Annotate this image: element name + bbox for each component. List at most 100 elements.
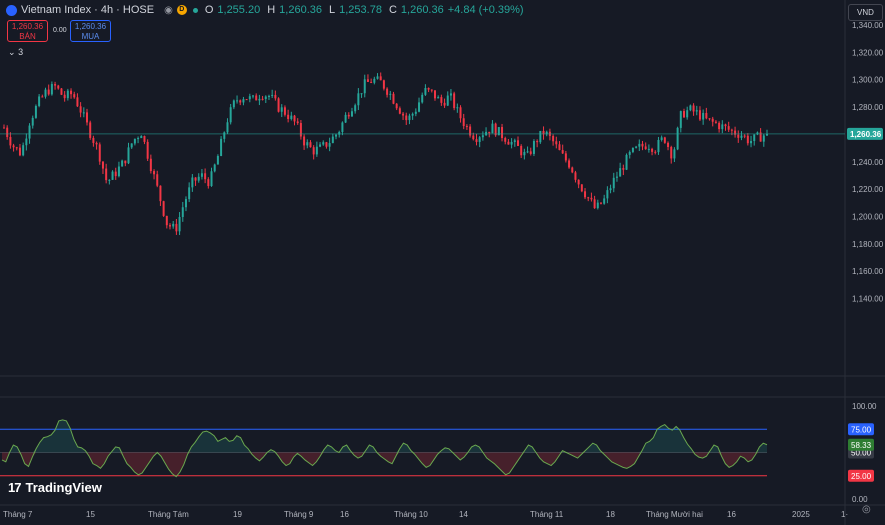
- candle-body: [711, 118, 714, 122]
- candle-body: [606, 190, 609, 199]
- candle-body: [140, 136, 143, 139]
- candle-body: [475, 139, 478, 142]
- candle-body: [267, 95, 270, 97]
- candle-body: [753, 134, 756, 142]
- candle-body: [552, 135, 555, 142]
- low-value: 1,253.78: [339, 4, 382, 16]
- candle-body: [44, 89, 47, 97]
- price-tick-label: 1,220.00: [852, 185, 884, 194]
- candle-body: [127, 147, 130, 164]
- candle-body: [488, 131, 491, 134]
- candle-body: [682, 111, 685, 118]
- buy-price: 1,260.36: [74, 22, 107, 31]
- candle-body: [599, 202, 602, 204]
- candle-body: [743, 135, 746, 137]
- candle-body: [3, 127, 5, 129]
- rsi-line: [1, 419, 768, 478]
- candle-body: [197, 176, 200, 181]
- low-label: L: [329, 4, 336, 16]
- interval-badge: D: [176, 5, 187, 15]
- candle-body: [545, 131, 548, 135]
- candle-body: [459, 107, 462, 119]
- candle-body: [625, 154, 628, 170]
- rsi-overbought-fill: [2, 419, 767, 453]
- time-tick-label: 2025: [792, 510, 810, 519]
- candle-body: [335, 134, 338, 137]
- candle-body: [370, 81, 373, 83]
- candle-body: [564, 153, 567, 161]
- candle-body: [619, 168, 622, 177]
- candle-body: [117, 166, 120, 177]
- candle-body: [418, 102, 421, 112]
- candle-body: [66, 90, 69, 99]
- candle-body: [146, 141, 149, 159]
- market-status-dot-icon: [192, 7, 198, 13]
- candle-body: [612, 177, 615, 189]
- candle-body: [242, 99, 245, 103]
- candle-body: [331, 136, 334, 144]
- rsi-tick-label: 0.00: [852, 495, 868, 504]
- time-tick-label: Tháng 11: [530, 510, 564, 519]
- candle-body: [568, 160, 571, 168]
- candle-body: [389, 93, 392, 95]
- candle-body: [651, 148, 654, 152]
- candle-body: [92, 137, 95, 143]
- candle-body: [536, 141, 539, 143]
- candle-body: [529, 151, 532, 154]
- candle-body: [226, 122, 229, 133]
- candle-body: [271, 94, 274, 96]
- buy-button[interactable]: 1,260.36 MUA: [70, 20, 111, 42]
- candle-body: [15, 147, 18, 149]
- candle-body: [679, 111, 682, 128]
- candle-body: [402, 113, 405, 116]
- candle-body: [28, 125, 31, 139]
- time-tick-label: 18: [606, 510, 615, 519]
- currency-selector[interactable]: VND: [848, 4, 883, 21]
- candle-body: [539, 130, 542, 143]
- settings-gear-icon[interactable]: ◎: [862, 504, 871, 515]
- tradingview-logo[interactable]: 17 TradingView: [8, 480, 102, 495]
- symbol-title[interactable]: Vietnam Index · 4h · HOSE: [21, 4, 155, 16]
- candle-body: [714, 121, 717, 123]
- candle-body: [82, 112, 85, 114]
- candle-body: [50, 84, 53, 95]
- candle-body: [663, 137, 666, 143]
- candle-body: [727, 126, 730, 130]
- time-tick-label: 16: [340, 510, 349, 519]
- sell-button[interactable]: 1,260.36 BÁN: [7, 20, 48, 42]
- price-tick-label: 1,320.00: [852, 48, 884, 57]
- candle-body: [408, 115, 411, 121]
- candle-body: [481, 135, 484, 138]
- candle-body: [574, 172, 577, 180]
- candle-body: [635, 146, 638, 148]
- candle-body: [341, 122, 344, 132]
- indicators-toggle[interactable]: ⌄ 3: [8, 47, 23, 58]
- candle-body: [18, 147, 21, 156]
- time-tick-label: Tháng 7: [3, 510, 33, 519]
- candle-body: [472, 135, 475, 140]
- time-tick-label: 19: [233, 510, 242, 519]
- candle-body: [456, 107, 459, 109]
- candle-body: [596, 202, 599, 209]
- tradingview-logo-icon: 17: [8, 480, 22, 495]
- candle-body: [223, 132, 226, 139]
- candle-body: [670, 146, 673, 159]
- candle-body: [698, 110, 701, 120]
- candle-body: [188, 187, 191, 200]
- candle-body: [523, 151, 526, 156]
- candle-body: [590, 197, 593, 200]
- buy-label: MUA: [81, 32, 100, 41]
- candle-body: [695, 110, 698, 112]
- chevron-down-icon: ⌄: [8, 47, 16, 57]
- eye-icon[interactable]: ◉: [164, 4, 173, 16]
- price-tick-label: 1,160.00: [852, 267, 884, 276]
- candle-body: [89, 122, 92, 138]
- candle-body: [162, 201, 165, 216]
- candle-body: [465, 126, 468, 128]
- rsi-mid-label: 50.00: [851, 449, 872, 458]
- candle-body: [309, 142, 312, 148]
- candle-body: [631, 147, 634, 152]
- candle-body: [54, 84, 57, 86]
- candle-body: [386, 88, 389, 95]
